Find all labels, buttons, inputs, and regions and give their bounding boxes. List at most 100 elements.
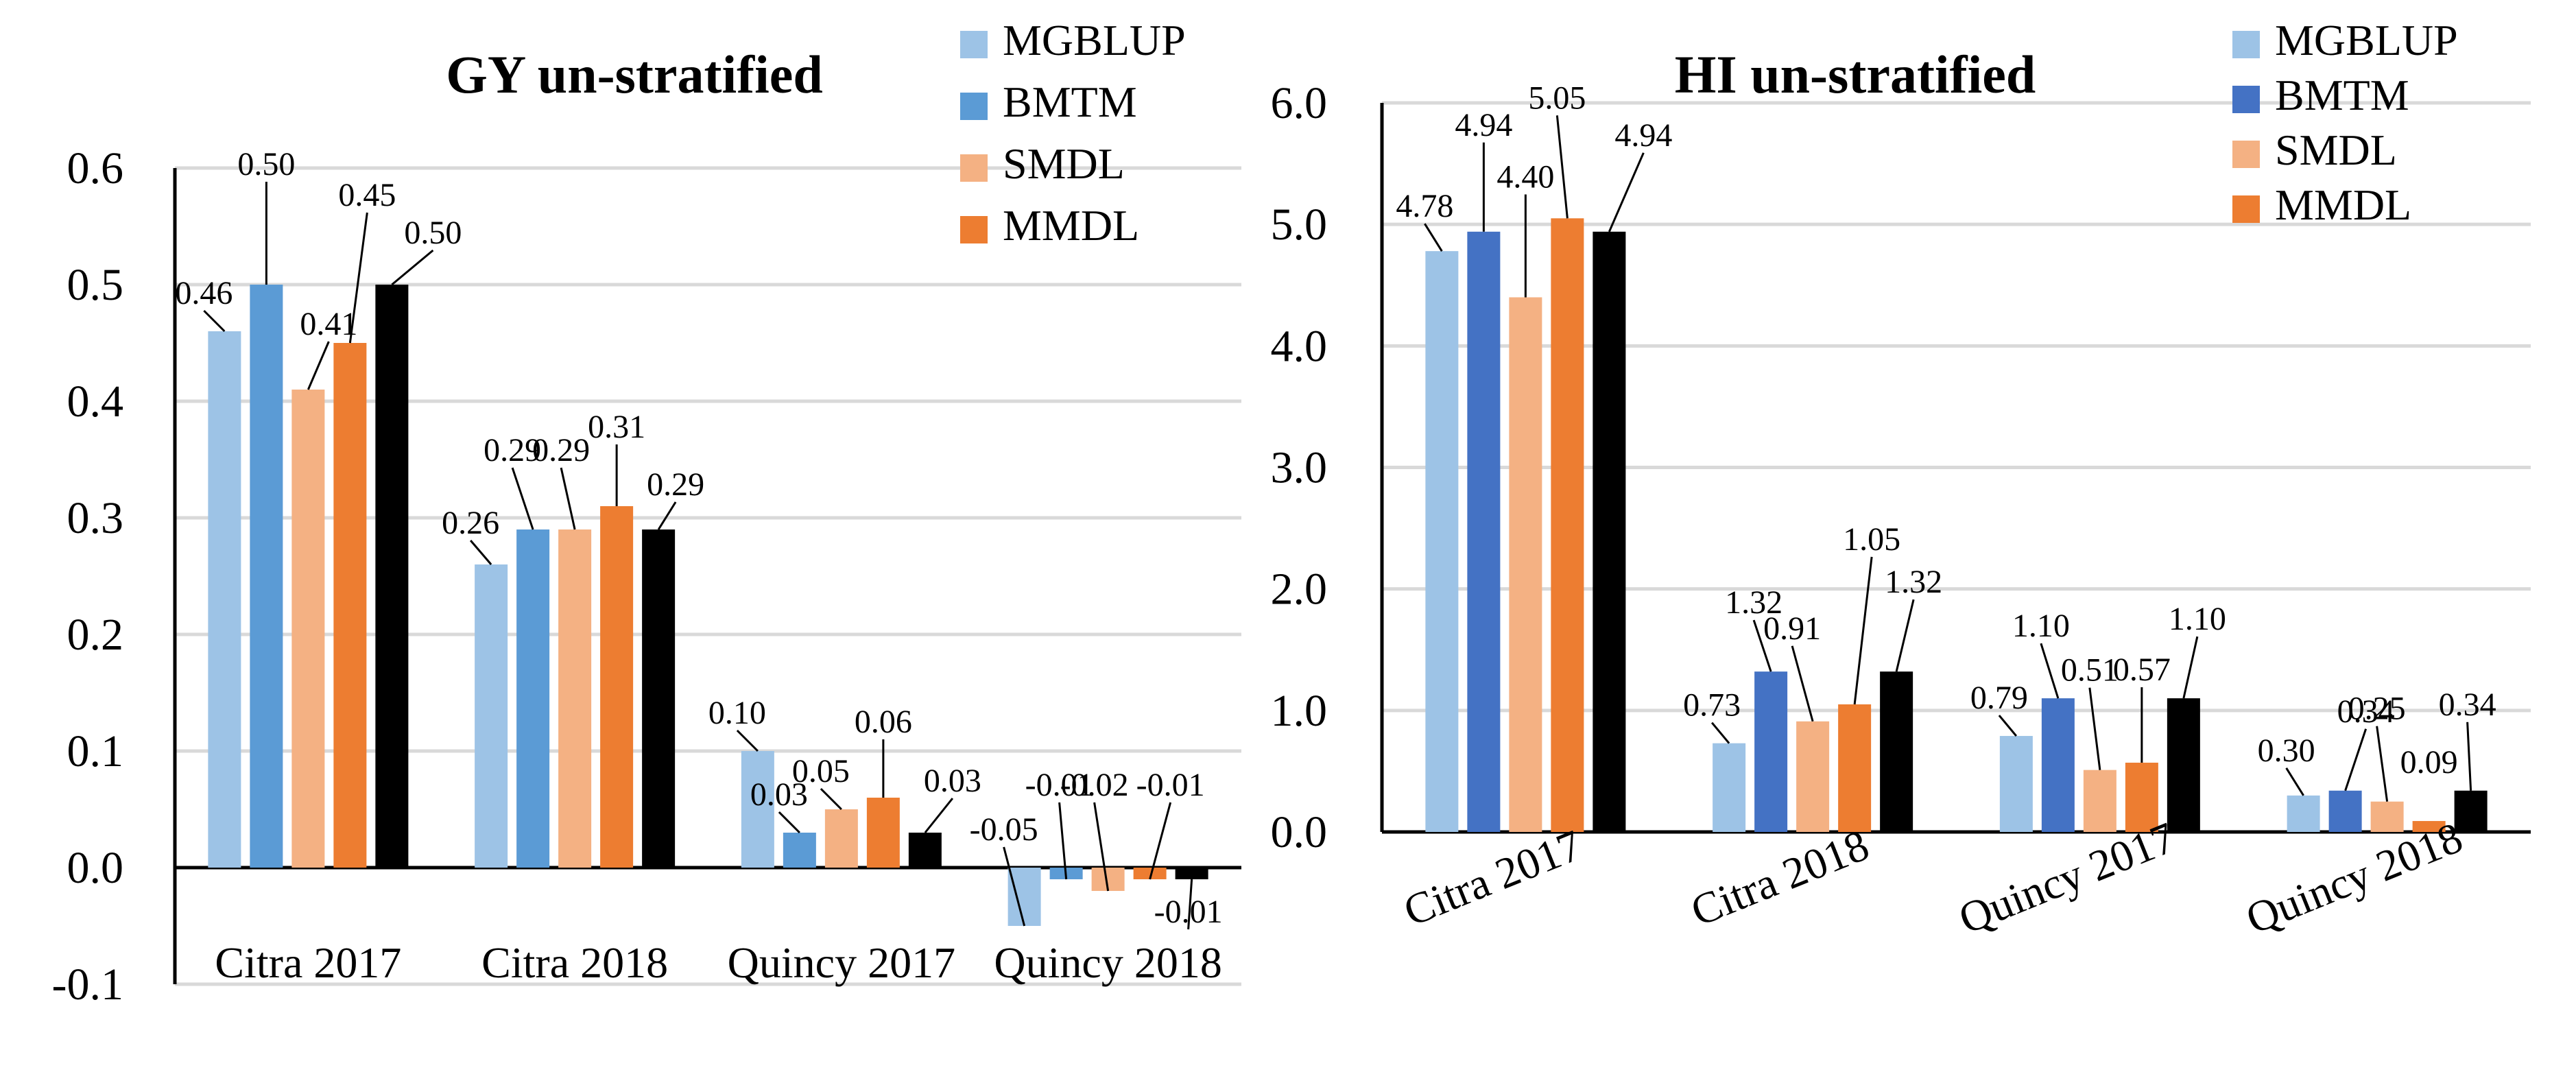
hi-bar xyxy=(1796,721,1830,832)
gy-data-label: 0.45 xyxy=(338,177,396,213)
hi-label-leader xyxy=(2182,636,2199,699)
hi-legend-swatch xyxy=(2232,86,2260,113)
gy-y-tick-label: 0.3 xyxy=(67,493,124,543)
hi-legend-swatch xyxy=(2232,141,2260,168)
gy-legend-swatch xyxy=(960,154,988,182)
gy-data-label: 0.03 xyxy=(750,776,808,813)
hi-bar xyxy=(1425,251,1459,833)
hi-title: HI un-stratified xyxy=(1675,45,2036,104)
gy-data-label: -0.02 xyxy=(1060,767,1129,803)
hi-y-tick-label: 1.0 xyxy=(1271,686,1328,736)
hi-bar xyxy=(2125,763,2158,832)
gy-chart: -0.1 0.0 0.1 0.2 0.3 0.4 0.5 0.6 GY un-stratifie… xyxy=(52,16,1241,1010)
gy-label-leader xyxy=(348,212,368,344)
hi-data-label: 1.10 xyxy=(2012,608,2070,644)
hi-data-label: 0.09 xyxy=(2400,744,2458,781)
hi-bar xyxy=(2287,795,2320,832)
gy-label-leader xyxy=(511,467,534,530)
gy-y-tick-label: 0.2 xyxy=(67,610,124,660)
gy-bar xyxy=(1175,868,1208,879)
gy-y-tick-label: 0.5 xyxy=(67,260,124,310)
hi-label-leader xyxy=(1752,619,1772,672)
gy-bar xyxy=(908,833,942,868)
hi-label-leader xyxy=(1998,715,2018,737)
hi-data-label: 0.79 xyxy=(1970,680,2028,716)
hi-bar xyxy=(1509,297,1542,832)
gy-category-label: Citra 2018 xyxy=(481,938,668,987)
gy-label-leader xyxy=(307,341,330,390)
gy-y-tick-label: 0.4 xyxy=(67,377,124,427)
gy-category-label: Quincy 2018 xyxy=(994,938,1221,987)
hi-bar xyxy=(1551,218,1584,832)
hi-label-leader xyxy=(1895,599,1915,672)
gy-label-leader xyxy=(203,309,226,333)
gy-label-leader xyxy=(469,540,492,565)
hi-bar xyxy=(2370,801,2404,832)
hi-bar xyxy=(2412,821,2446,832)
hi-label-leader xyxy=(2376,726,2389,802)
gy-data-label: 0.46 xyxy=(175,275,232,311)
gy-bar xyxy=(208,331,241,868)
hi-data-label: 4.78 xyxy=(1396,188,1453,224)
hi-legend-label: SMDL xyxy=(2275,126,2397,174)
hi-label-leader xyxy=(2088,687,2101,770)
gy-data-label: 0.29 xyxy=(532,432,590,468)
hi-label-leader xyxy=(1555,115,1569,219)
hi-label-leader xyxy=(1424,223,1443,252)
hi-y-tick-label: 3.0 xyxy=(1271,443,1328,493)
hi-y-tick-label: 0.0 xyxy=(1271,807,1328,857)
hi-data-label: 0.51 xyxy=(2061,652,2119,689)
gy-label-leader xyxy=(736,729,759,752)
hi-data-label: 1.32 xyxy=(1885,564,1942,600)
gy-bar xyxy=(475,564,508,868)
hi-bar xyxy=(1713,743,1746,832)
hi-data-label: 4.94 xyxy=(1614,117,1672,154)
hi-data-label: 0.73 xyxy=(1683,687,1741,724)
gy-bar xyxy=(375,285,409,868)
hi-data-label: 4.40 xyxy=(1496,158,1554,195)
hi-category-label: Citra 2018 xyxy=(1684,820,1876,936)
hi-data-label: 5.05 xyxy=(1528,80,1586,116)
gy-label-leader xyxy=(820,787,842,811)
gy-legend-label: MGBLUP xyxy=(1003,16,1186,64)
gy-bar xyxy=(250,285,283,868)
gy-label-leader xyxy=(1149,802,1172,880)
hi-category-label: Citra 2017 xyxy=(1397,820,1588,936)
gy-label-leader xyxy=(657,501,677,530)
hi-legend-swatch xyxy=(2232,195,2260,223)
gy-y-tick-label: 0.0 xyxy=(67,843,124,893)
hi-data-label: 0.91 xyxy=(1763,610,1821,647)
hi-chart: 0.0 1.0 2.0 3.0 4.0 5.0 6.0 HI un-stratified 4.7… xyxy=(1271,16,2531,943)
hi-legend-label: MGBLUP xyxy=(2275,16,2458,64)
gy-bar xyxy=(824,809,858,868)
hi-label-leader xyxy=(1710,722,1730,744)
hi-label-leader xyxy=(1853,556,1873,705)
hi-bar xyxy=(2454,790,2488,832)
gy-bar xyxy=(866,798,900,868)
hi-bar xyxy=(1754,671,1788,832)
hi-bar xyxy=(2167,698,2200,832)
gy-bar xyxy=(1133,868,1167,879)
hi-legend-label: MMDL xyxy=(2275,180,2411,229)
gy-data-label: 0.50 xyxy=(404,215,462,251)
gy-legend-label: SMDL xyxy=(1003,139,1125,188)
gy-data-label: 0.41 xyxy=(300,306,357,342)
hi-data-label: 0.25 xyxy=(2348,691,2406,727)
hi-label-leader xyxy=(1608,152,1645,233)
gy-data-label: 0.50 xyxy=(237,146,295,182)
hi-bar xyxy=(1880,671,1913,832)
gy-label-leader xyxy=(1187,879,1193,930)
gy-y-tick-label: 0.1 xyxy=(67,726,124,776)
hi-data-label: 1.05 xyxy=(1843,521,1900,558)
gy-legend-label: MMDL xyxy=(1003,201,1139,250)
hi-data-label: 1.10 xyxy=(2169,601,2226,637)
gy-data-label: -0.01 xyxy=(1154,894,1223,930)
gy-category-label: Citra 2017 xyxy=(215,938,401,987)
gy-label-leader xyxy=(1093,802,1110,892)
gy-legend-label: BMTM xyxy=(1003,78,1137,126)
hi-label-leader xyxy=(2040,643,2060,699)
hi-y-tick-label: 5.0 xyxy=(1271,200,1328,250)
gy-data-label: -0.01 xyxy=(1136,767,1205,803)
hi-bar xyxy=(1593,231,1626,833)
